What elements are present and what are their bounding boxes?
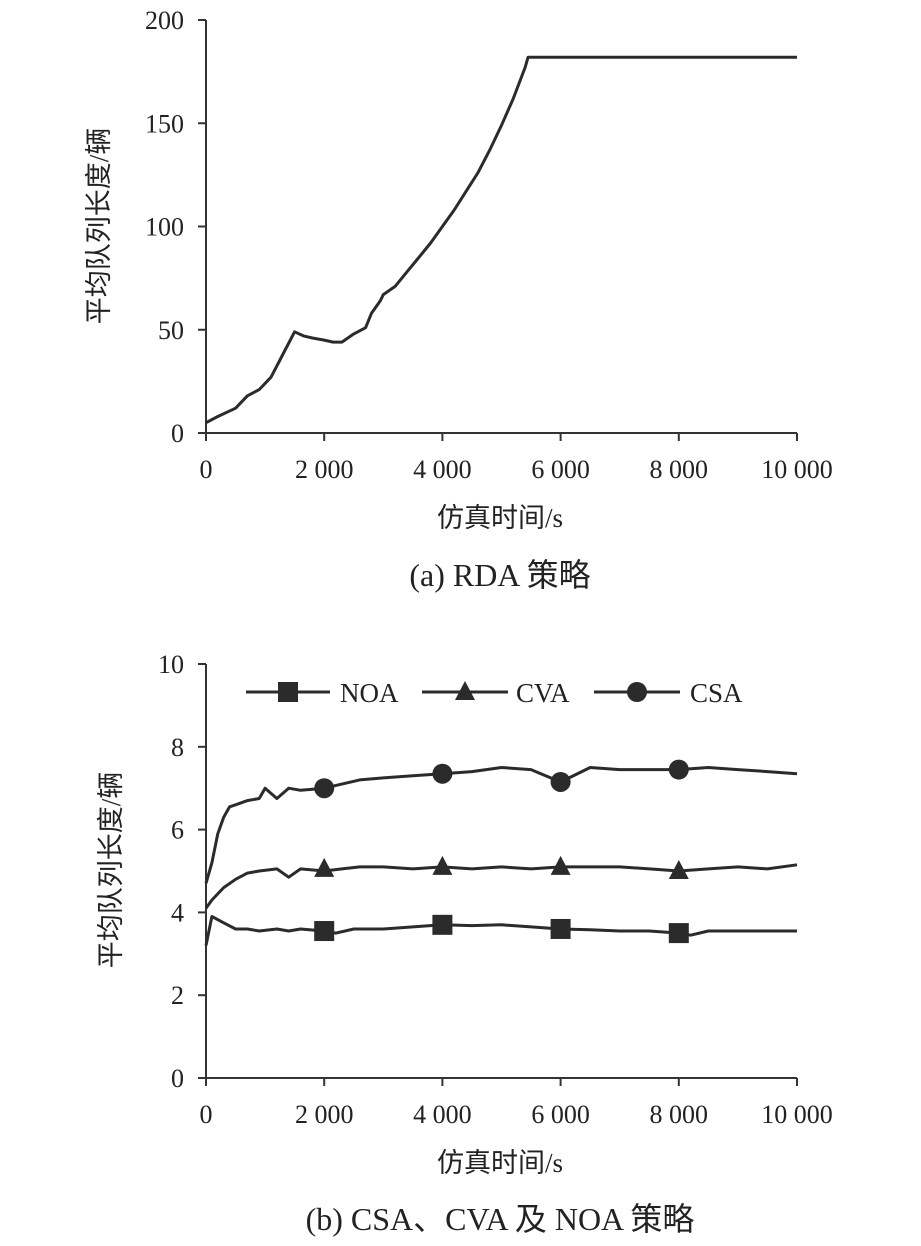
legend-marker-noa <box>278 682 298 702</box>
legend-marker-cva <box>455 681 475 700</box>
chart-b-csa-cva-noa: 0 2 4 6 8 10 0 2 000 4 000 6 000 8 000 10 000 NOA CV… <box>96 650 833 1237</box>
chart-b-series <box>204 759 798 946</box>
x-tick-label: 10 000 <box>761 1100 833 1129</box>
data-point-csa <box>432 763 453 784</box>
series-line-cva <box>204 863 798 910</box>
data-point-noa <box>314 921 335 942</box>
x-tick-label: 4 000 <box>413 455 472 484</box>
series-line-series <box>205 55 797 425</box>
x-tick-label: 0 <box>200 1100 213 1129</box>
x-tick-label: 10 000 <box>761 455 833 484</box>
x-tick-label: 6 000 <box>531 455 590 484</box>
data-point-cva <box>550 855 571 875</box>
data-point-cva <box>668 860 689 879</box>
x-tick-label: 8 000 <box>650 1100 709 1129</box>
y-tick-label: 150 <box>145 109 184 138</box>
y-tick-label: 2 <box>171 981 184 1010</box>
legend-label-cva: CVA <box>516 678 570 708</box>
x-tick-label: 2 000 <box>295 455 354 484</box>
y-tick-label: 10 <box>158 650 184 679</box>
data-point-csa <box>668 759 689 780</box>
y-tick-label: 50 <box>158 316 184 345</box>
x-tick-label: 0 <box>200 455 213 484</box>
data-point-cva <box>432 855 453 875</box>
y-tick-label: 0 <box>171 419 184 448</box>
chart-a-x-axis-label: 仿真时间/s <box>437 503 563 533</box>
x-tick-label: 4 000 <box>413 1100 472 1129</box>
data-point-csa <box>550 771 571 792</box>
chart-a-y-axis-label: 平均队列长度/辆 <box>84 128 114 325</box>
chart-b-legend: NOA CVA CSA <box>246 678 743 708</box>
chart-b-axes: 0 2 4 6 8 10 0 2 000 4 000 6 000 8 000 10 000 <box>158 650 833 1129</box>
legend-label-csa: CSA <box>690 678 743 708</box>
y-tick-label: 6 <box>171 816 184 845</box>
data-point-noa <box>550 918 571 939</box>
legend-marker-csa <box>627 682 647 702</box>
chart-a-series <box>205 55 797 425</box>
data-point-noa <box>668 923 689 944</box>
y-tick-label: 200 <box>145 6 184 35</box>
chart-a-caption: (a) RDA 策略 <box>409 557 590 593</box>
series-line-noa <box>204 915 797 946</box>
y-tick-label: 4 <box>171 898 184 927</box>
x-tick-label: 8 000 <box>650 455 709 484</box>
y-tick-label: 0 <box>171 1064 184 1093</box>
chart-b-y-axis-label: 平均队列长度/辆 <box>96 772 126 969</box>
chart-b-x-axis-label: 仿真时间/s <box>437 1148 563 1178</box>
y-tick-label: 100 <box>145 213 184 242</box>
series-line-csa <box>204 766 798 884</box>
chart-b-caption: (b) CSA、CVA 及 NOA 策略 <box>306 1201 695 1237</box>
legend-label-noa: NOA <box>340 678 399 708</box>
data-point-noa <box>432 914 453 935</box>
data-point-cva <box>314 857 335 877</box>
data-point-csa <box>314 778 335 799</box>
x-tick-label: 6 000 <box>531 1100 590 1129</box>
x-tick-label: 2 000 <box>295 1100 354 1129</box>
chart-a-axes: 0 50 100 150 200 0 2 000 4 000 6 000 8 000 10 000 <box>145 6 833 484</box>
y-tick-label: 8 <box>171 733 184 762</box>
